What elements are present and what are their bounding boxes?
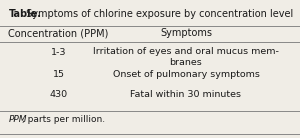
Text: , parts per million.: , parts per million. <box>22 115 106 124</box>
Text: Irritation of eyes and oral mucus mem-
branes: Irritation of eyes and oral mucus mem- b… <box>93 47 279 67</box>
Text: Concentration (PPM): Concentration (PPM) <box>8 28 109 38</box>
Text: PPM: PPM <box>9 115 28 124</box>
Text: Symptoms: Symptoms <box>160 28 212 38</box>
Text: 1-3: 1-3 <box>51 48 66 57</box>
Text: Fatal within 30 minutes: Fatal within 30 minutes <box>130 90 242 99</box>
Text: 430: 430 <box>50 90 68 99</box>
Text: Table.: Table. <box>9 9 42 19</box>
Text: Onset of pulmonary symptoms: Onset of pulmonary symptoms <box>112 70 260 79</box>
Text: 15: 15 <box>52 70 64 79</box>
Text: Symptoms of chlorine exposure by concentration level: Symptoms of chlorine exposure by concent… <box>23 9 294 19</box>
